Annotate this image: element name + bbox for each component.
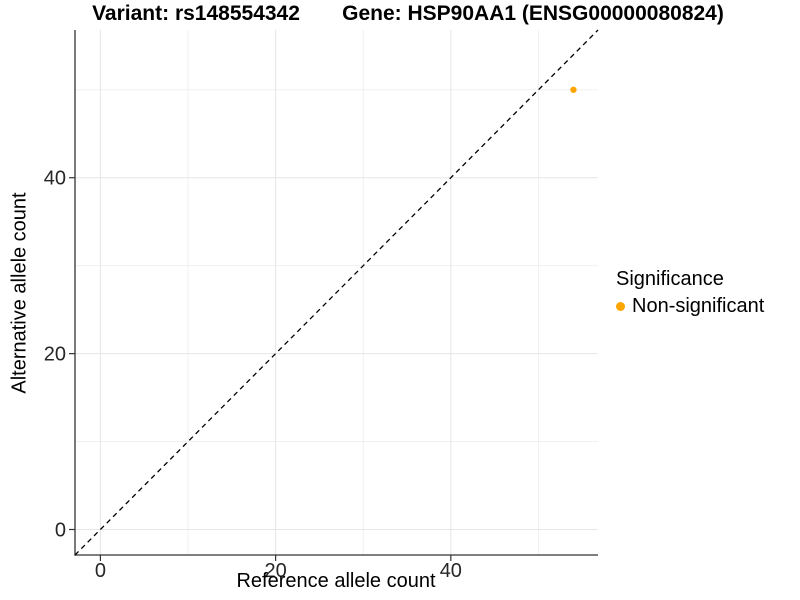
y-tick-label: 0 [55, 519, 66, 541]
identity-line [74, 29, 599, 556]
y-tick-label: 40 [44, 168, 66, 190]
legend-item: Non-significant [616, 295, 764, 318]
legend-item-label: Non-significant [632, 295, 765, 317]
x-tick-label: 20 [264, 560, 286, 582]
x-tick-label: 0 [95, 560, 106, 582]
legend-title: Significance [616, 268, 724, 290]
y-axis-label: Alternative allele count [8, 192, 31, 394]
plot-title-variant: Variant: rs148554342 [92, 2, 300, 25]
plot-title-gene: Gene: HSP90AA1 (ENSG00000080824) [342, 2, 724, 25]
y-tick-label: 20 [44, 344, 66, 366]
legend: Significance Non-significant [616, 268, 764, 318]
x-tick-label: 40 [440, 560, 462, 582]
data-point [570, 86, 577, 93]
legend-point-icon [616, 302, 625, 311]
x-axis-label: Reference allele count [236, 570, 436, 592]
